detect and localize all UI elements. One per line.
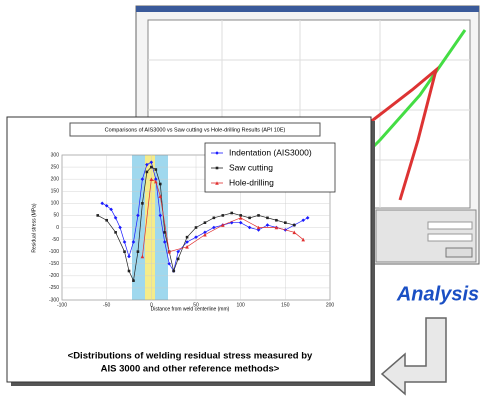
marker xyxy=(213,217,216,220)
x-tick-label: 100 xyxy=(236,302,245,308)
analysis-label: Analysis xyxy=(396,283,479,305)
y-axis-label: Residual stress (MPa) xyxy=(31,203,37,253)
marker xyxy=(123,250,126,253)
marker xyxy=(172,270,175,273)
marker xyxy=(114,231,117,234)
y-tick-label: 200 xyxy=(51,176,60,182)
title-bar xyxy=(136,6,479,12)
marker xyxy=(186,236,189,239)
marker xyxy=(177,258,180,261)
marker xyxy=(293,224,296,227)
y-tick-label: 50 xyxy=(53,213,59,219)
y-tick-label: 300 xyxy=(51,152,60,158)
marker xyxy=(222,214,225,217)
y-tick-label: -150 xyxy=(49,261,59,267)
arrow xyxy=(382,318,446,394)
marker xyxy=(216,167,219,170)
marker xyxy=(230,212,233,215)
x-tick-label: -50 xyxy=(103,302,110,308)
y-tick-label: 0 xyxy=(56,225,59,231)
marker xyxy=(150,166,153,169)
marker xyxy=(128,270,131,273)
caption-line: AIS 3000 and other reference methods> xyxy=(101,364,280,375)
marker xyxy=(137,250,140,253)
x-tick-label: 150 xyxy=(281,302,290,308)
x-tick-label: 200 xyxy=(326,302,335,308)
x-tick-label: -100 xyxy=(57,302,67,308)
y-tick-label: -250 xyxy=(49,285,59,291)
marker xyxy=(195,226,198,229)
chart-title: Comparisons of AIS3000 vs Saw cutting vs… xyxy=(105,127,286,133)
legend-label: Hole-drilling xyxy=(229,177,274,187)
scene: Comparisons of AIS3000 vs Saw cutting vs… xyxy=(0,0,499,401)
y-tick-label: 250 xyxy=(51,164,60,170)
marker xyxy=(146,171,149,174)
marker xyxy=(266,217,269,220)
button[interactable] xyxy=(446,248,472,257)
y-tick-label: 100 xyxy=(51,201,60,207)
marker xyxy=(141,202,144,205)
y-tick-label: -200 xyxy=(49,273,59,279)
input[interactable] xyxy=(428,222,472,229)
marker xyxy=(248,217,251,220)
marker xyxy=(155,168,158,171)
y-tick-label: 150 xyxy=(51,189,60,195)
marker xyxy=(96,214,99,217)
input[interactable] xyxy=(428,234,472,241)
y-tick-label: -50 xyxy=(52,237,59,243)
caption-line: <Distributions of welding residual stres… xyxy=(68,351,313,362)
marker xyxy=(159,183,162,186)
legend-label: Saw cutting xyxy=(229,162,273,172)
marker xyxy=(132,279,135,282)
y-tick-label: -100 xyxy=(49,249,59,255)
marker xyxy=(204,221,207,224)
marker xyxy=(284,221,287,224)
marker xyxy=(105,219,108,222)
x-axis-label: Distance from weld centerline (mm) xyxy=(151,306,230,312)
legend-label: Indentation (AIS3000) xyxy=(229,147,312,157)
marker xyxy=(275,219,278,222)
marker xyxy=(257,214,260,217)
